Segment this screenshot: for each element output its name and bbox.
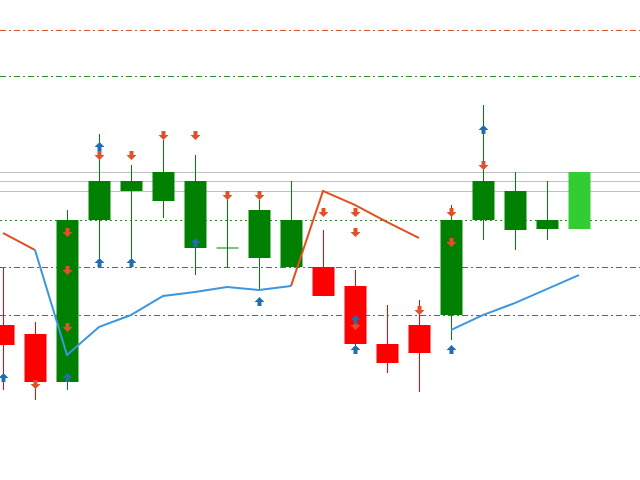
candle-body — [24, 334, 47, 382]
candle-body — [504, 191, 527, 230]
buy-arrow — [62, 373, 73, 382]
sell-arrow — [350, 321, 361, 330]
sell-arrow — [30, 380, 41, 389]
sell-arrow — [94, 151, 105, 160]
buy-arrow — [478, 125, 489, 134]
buy-arrow — [94, 258, 105, 267]
indicator-line — [34, 249, 580, 357]
candle-body — [56, 220, 79, 382]
candle-body — [312, 267, 335, 296]
buy-arrow — [0, 373, 9, 382]
candle-body — [536, 220, 559, 229]
sell-arrow — [446, 208, 457, 217]
sell-arrow — [414, 306, 425, 315]
sell-arrow — [222, 191, 233, 200]
sell-arrow — [62, 266, 73, 275]
buy-arrow — [254, 297, 265, 306]
buy-arrow — [350, 315, 361, 324]
candle-body — [152, 172, 175, 201]
candle-body — [0, 325, 15, 345]
sell-arrow — [62, 323, 73, 332]
candle-body — [248, 210, 271, 258]
buy-arrow — [446, 345, 457, 354]
sell-arrow — [254, 191, 265, 200]
candle-body — [376, 344, 399, 363]
sell-arrow — [190, 131, 201, 140]
sell-arrow — [350, 208, 361, 217]
buy-arrow — [94, 142, 105, 151]
indicator-line — [2, 189, 420, 287]
buy-arrow — [190, 238, 201, 247]
sell-arrow — [126, 151, 137, 160]
sell-arrow — [446, 238, 457, 247]
candle-body — [440, 220, 463, 315]
buy-arrow — [350, 345, 361, 354]
candle-body — [408, 325, 431, 353]
candle-body — [120, 181, 143, 191]
sell-arrow — [158, 131, 169, 140]
buy-arrow — [126, 258, 137, 267]
sell-arrow — [62, 228, 73, 237]
sell-arrow — [350, 228, 361, 237]
sell-arrow — [478, 161, 489, 170]
sell-arrow — [318, 208, 329, 217]
candle-body — [472, 181, 495, 220]
candle-body — [280, 220, 303, 267]
candle-body — [568, 172, 591, 229]
candle-body — [88, 181, 111, 220]
candle-body — [184, 181, 207, 248]
